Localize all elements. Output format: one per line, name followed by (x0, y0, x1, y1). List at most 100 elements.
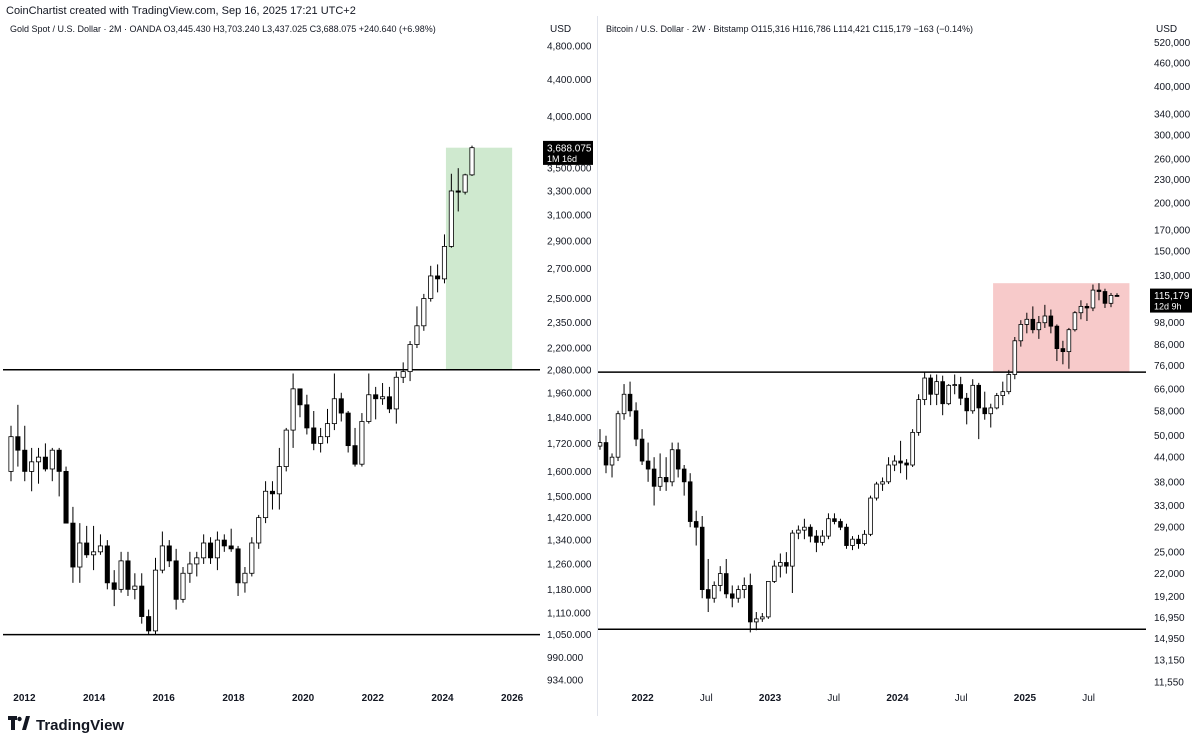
btc-candle-body-45 (868, 497, 873, 535)
btc-y-tick-9: 150,000 (1154, 247, 1191, 258)
gold-candle-9 (70, 506, 76, 583)
btc-candle-body-78 (1066, 329, 1072, 353)
btc-candle-body-62 (970, 384, 975, 412)
gold-candle-body-42 (297, 388, 303, 406)
btc-y-tick-16: 58,000 (1154, 406, 1185, 417)
gold-candle-13 (97, 534, 103, 555)
gold-x-tick-1: 2014 (83, 693, 106, 704)
btc-candle-body-46 (874, 483, 879, 499)
gold-chart-svg[interactable]: 4,800.000 4,400.000 4,000.000 3,500.000 3,30… (0, 0, 598, 712)
btc-candle-body-1 (603, 442, 609, 466)
gold-candle-3 (29, 447, 35, 492)
gold-candle-body-50 (352, 445, 358, 465)
btc-candle-body-57 (940, 381, 945, 405)
gold-candle-body-36 (256, 517, 262, 544)
btc-candle-body-29 (772, 565, 777, 582)
gold-y-tick-17: 1,420.000 (547, 513, 592, 524)
btc-candle-body-37 (820, 535, 825, 543)
btc-candle-65 (988, 403, 994, 428)
btc-candle-body-25 (748, 585, 753, 623)
gold-candle-45 (318, 427, 324, 453)
gold-chart-panel[interactable]: Gold Spot / U.S. Dollar · 2M · OANDA O3,… (0, 0, 598, 712)
btc-candle-body-42 (850, 538, 855, 546)
btc-y-tick-10: 130,000 (1154, 271, 1191, 282)
btc-y-tick-21: 29,000 (1154, 523, 1185, 534)
btc-candle-18 (705, 558, 711, 613)
btc-candle-83 (1096, 283, 1102, 301)
gold-candle-body-25 (180, 572, 186, 600)
gold-candle-22 (159, 531, 165, 574)
gold-candle-body-15 (111, 582, 117, 590)
btc-candle-80 (1078, 300, 1084, 320)
gold-candle-63 (441, 234, 448, 284)
gold-candle-27 (194, 551, 200, 577)
gold-candle-body-63 (441, 245, 448, 280)
gold-candle-body-10 (77, 542, 83, 568)
gold-y-tick-9: 2,350.000 (547, 318, 592, 329)
chart-credit: CoinChartist created with TradingView.co… (6, 5, 356, 17)
gold-y-tick-10: 2,200.000 (547, 344, 592, 355)
gold-candle-body-60 (421, 298, 427, 327)
gold-x-tick-7: 2026 (501, 693, 524, 704)
gold-candle-body-34 (242, 572, 248, 584)
btc-candle-body-19 (711, 585, 717, 599)
gold-candle-body-26 (187, 563, 193, 574)
gold-candle-body-33 (235, 548, 241, 584)
btc-candle-body-50 (898, 460, 903, 464)
gold-candle-54 (380, 383, 386, 405)
gold-candle-body-13 (97, 545, 103, 553)
btc-y-tick-28: 11,550 (1154, 677, 1184, 688)
gold-candle-body-14 (104, 545, 110, 584)
btc-candle-77 (1060, 340, 1066, 365)
gold-candle-32 (228, 528, 234, 552)
gold-candle-body-8 (63, 470, 69, 524)
gold-candle-28 (201, 534, 207, 564)
btc-candle-48 (886, 457, 891, 485)
btc-y-tick-8: 170,000 (1154, 226, 1191, 237)
gold-candle-48 (338, 392, 344, 422)
btc-candle-33 (796, 525, 801, 540)
gold-candle-body-22 (159, 545, 165, 571)
btc-candle-14 (681, 465, 687, 496)
btc-candle-71 (1024, 312, 1030, 334)
gold-candle-body-30 (214, 539, 220, 559)
gold-candle-body-7 (56, 449, 62, 472)
btc-candle-body-44 (862, 533, 867, 545)
gold-candle-body-17 (125, 560, 131, 590)
panel-divider[interactable] (597, 16, 598, 716)
gold-candle-body-24 (173, 560, 179, 600)
gold-candle-19 (139, 573, 145, 624)
btc-candle-34 (802, 518, 807, 540)
gold-candle-body-23 (166, 545, 172, 562)
btc-chart-svg[interactable]: 520,000 460,000 400,000 340,000 300,000 260,0… (594, 0, 1200, 712)
gold-currency-label: USD (550, 24, 572, 35)
btc-candle-body-6 (633, 410, 639, 440)
btc-candle-body-68 (1006, 374, 1012, 393)
btc-candle-6 (633, 402, 639, 447)
gold-y-tick-1: 4,400.000 (547, 75, 592, 86)
btc-candle-52 (910, 429, 915, 468)
gold-candle-26 (187, 551, 193, 583)
btc-candle-69 (1012, 337, 1018, 380)
btc-candle-body-35 (808, 526, 813, 537)
btc-candle-body-11 (663, 477, 669, 483)
btc-price-countdown: 12d 9h (1154, 302, 1182, 312)
btc-candle-body-41 (844, 526, 849, 546)
gold-candle-7 (56, 447, 62, 497)
btc-candle-body-43 (856, 538, 861, 545)
btc-candle-63 (976, 382, 981, 440)
tradingview-footer[interactable]: TradingView (8, 716, 124, 735)
btc-candle-body-86 (1114, 295, 1120, 297)
gold-x-tick-3: 2018 (222, 693, 245, 704)
btc-candle-49 (892, 455, 897, 472)
gold-candle-body-29 (208, 542, 214, 559)
btc-x-tick-2: 2023 (759, 693, 782, 704)
gold-candle-64 (448, 173, 454, 248)
gold-candle-body-19 (139, 585, 145, 617)
gold-y-tick-21: 1,110.000 (547, 609, 591, 620)
gold-candle-body-12 (91, 551, 97, 556)
btc-candle-body-67 (1000, 391, 1006, 396)
btc-chart-panel[interactable]: Bitcoin / U.S. Dollar · 2W · Bitstamp O1… (594, 0, 1200, 712)
btc-candle-12 (669, 442, 675, 487)
gold-y-tick-2: 4,000.000 (547, 112, 592, 123)
